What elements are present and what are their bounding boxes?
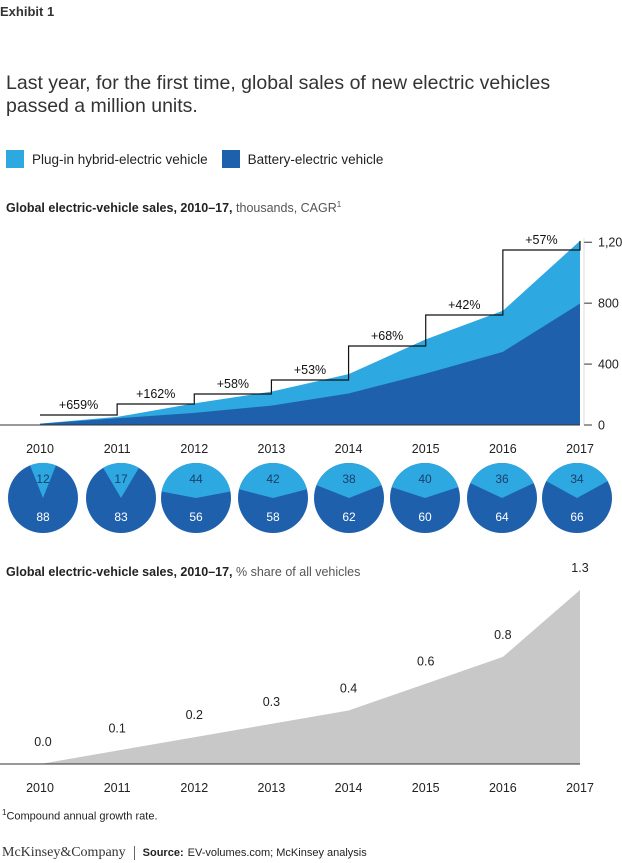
- chart2-title-bold: Global electric-vehicle sales, 2010–17,: [6, 565, 233, 579]
- headline: Last year, for the first time, global sa…: [6, 72, 551, 117]
- pie-phev-label: 17: [114, 472, 128, 486]
- share-value-label: 0.6: [417, 655, 434, 669]
- chart1-title: Global electric-vehicle sales, 2010–17, …: [6, 200, 341, 215]
- y-tick-label: 400: [598, 358, 619, 372]
- x-tick-label: 2011: [104, 442, 131, 456]
- x-tick-label: 2017: [566, 781, 594, 795]
- x-tick-label: 2012: [180, 781, 208, 795]
- pie-bev-label: 58: [266, 510, 280, 524]
- x-tick-label: 2014: [335, 442, 363, 456]
- share-value-label: 1.3: [571, 561, 588, 575]
- source-text: EV-volumes.com; McKinsey analysis: [187, 847, 367, 859]
- cagr-label: +162%: [136, 387, 175, 401]
- x-tick-label: 2013: [258, 442, 286, 456]
- chart2-title: Global electric-vehicle sales, 2010–17, …: [6, 565, 360, 579]
- share-value-label: 0.3: [263, 695, 280, 709]
- cagr-label: +42%: [448, 298, 480, 312]
- legend-label-phev: Plug-in hybrid-electric vehicle: [32, 151, 208, 167]
- legend-label-bev: Battery-electric vehicle: [247, 151, 384, 167]
- chart1-title-sup: 1: [336, 200, 342, 209]
- pie-phev-label: 36: [495, 472, 509, 486]
- pie-bev-label: 60: [418, 510, 432, 524]
- cagr-label: +659%: [59, 398, 98, 412]
- pie-phev-label: 38: [342, 472, 356, 486]
- legend-item-bev: Battery-electric vehicle: [221, 150, 384, 168]
- x-tick-label: 2015: [412, 781, 440, 795]
- pie-phev-slice: [161, 463, 231, 498]
- share-value-label: 0.1: [108, 722, 125, 736]
- y-tick-label: 0: [598, 419, 605, 433]
- legend-swatch-phev: [6, 150, 24, 168]
- share-value-label: 0.8: [494, 628, 511, 642]
- share-value-label: 0.4: [340, 681, 357, 695]
- footnote-marker: 1: [2, 808, 7, 817]
- pie-phev-slice: [239, 463, 307, 498]
- x-tick-label: 2017: [566, 442, 594, 456]
- source-label: Source:: [142, 847, 184, 859]
- x-tick-label: 2016: [489, 781, 517, 795]
- footer: McKinsey&Company Source: EV-volumes.com;…: [2, 845, 367, 861]
- y-tick-label: 1,200: [598, 236, 622, 250]
- bev-area: [40, 303, 580, 425]
- cagr-label: +53%: [294, 363, 326, 377]
- pie-phev-slice: [470, 462, 534, 498]
- pie-phev-label: 44: [189, 472, 203, 486]
- cagr-label: +57%: [525, 233, 557, 247]
- pie-bev-label: 88: [36, 510, 50, 524]
- x-tick-label: 2010: [26, 442, 54, 456]
- pie-phev-label: 12: [36, 472, 50, 486]
- legend-item-phev: Plug-in hybrid-electric vehicle: [6, 150, 208, 168]
- pie-phev-label: 40: [418, 472, 432, 486]
- cagr-step-line: [40, 240, 581, 416]
- x-tick-label: 2016: [489, 442, 517, 456]
- share-area: [40, 590, 580, 764]
- pie-phev-label: 34: [570, 472, 584, 486]
- pie-phev-slice: [546, 463, 608, 498]
- chart1-title-bold: Global electric-vehicle sales, 2010–17,: [6, 201, 233, 216]
- y-tick-label: 800: [598, 297, 619, 311]
- pie-bev-label: 56: [189, 510, 203, 524]
- brand-logo: McKinsey&Company: [2, 845, 126, 860]
- footnote: 1Compound annual growth rate.: [2, 808, 158, 823]
- pie-bev-label: 83: [114, 510, 128, 524]
- pie-phev-slice: [316, 462, 382, 498]
- cagr-label: +68%: [371, 329, 403, 343]
- exhibit-label: Exhibit 1: [0, 4, 55, 19]
- share-value-label: 0.0: [34, 735, 51, 749]
- pie-phev-slice: [30, 462, 56, 498]
- footer-divider: [133, 846, 135, 860]
- legend: Plug-in hybrid-electric vehicle Battery-…: [6, 150, 397, 168]
- cagr-label: +58%: [217, 377, 249, 391]
- share-value-label: 0.2: [186, 708, 203, 722]
- x-tick-label: 2012: [180, 442, 208, 456]
- pie-bev-label: 62: [342, 510, 356, 524]
- legend-swatch-bev: [221, 150, 240, 168]
- pie-bev-label: 64: [495, 510, 509, 524]
- pie-phev-label: 42: [266, 472, 280, 486]
- pie-phev-slice: [391, 462, 459, 498]
- x-tick-label: 2014: [335, 781, 363, 795]
- chart2-title-light: % share of all vehicles: [232, 565, 361, 579]
- chart1-title-light: thousands, CAGR: [232, 201, 337, 216]
- x-tick-label: 2015: [412, 442, 440, 456]
- x-tick-label: 2011: [104, 781, 131, 795]
- x-tick-label: 2013: [258, 781, 286, 795]
- pie-phev-slice: [103, 462, 139, 498]
- pie-bev-label: 66: [570, 510, 584, 524]
- x-tick-label: 2010: [26, 781, 54, 795]
- footnote-text: Compound annual growth rate.: [6, 810, 158, 823]
